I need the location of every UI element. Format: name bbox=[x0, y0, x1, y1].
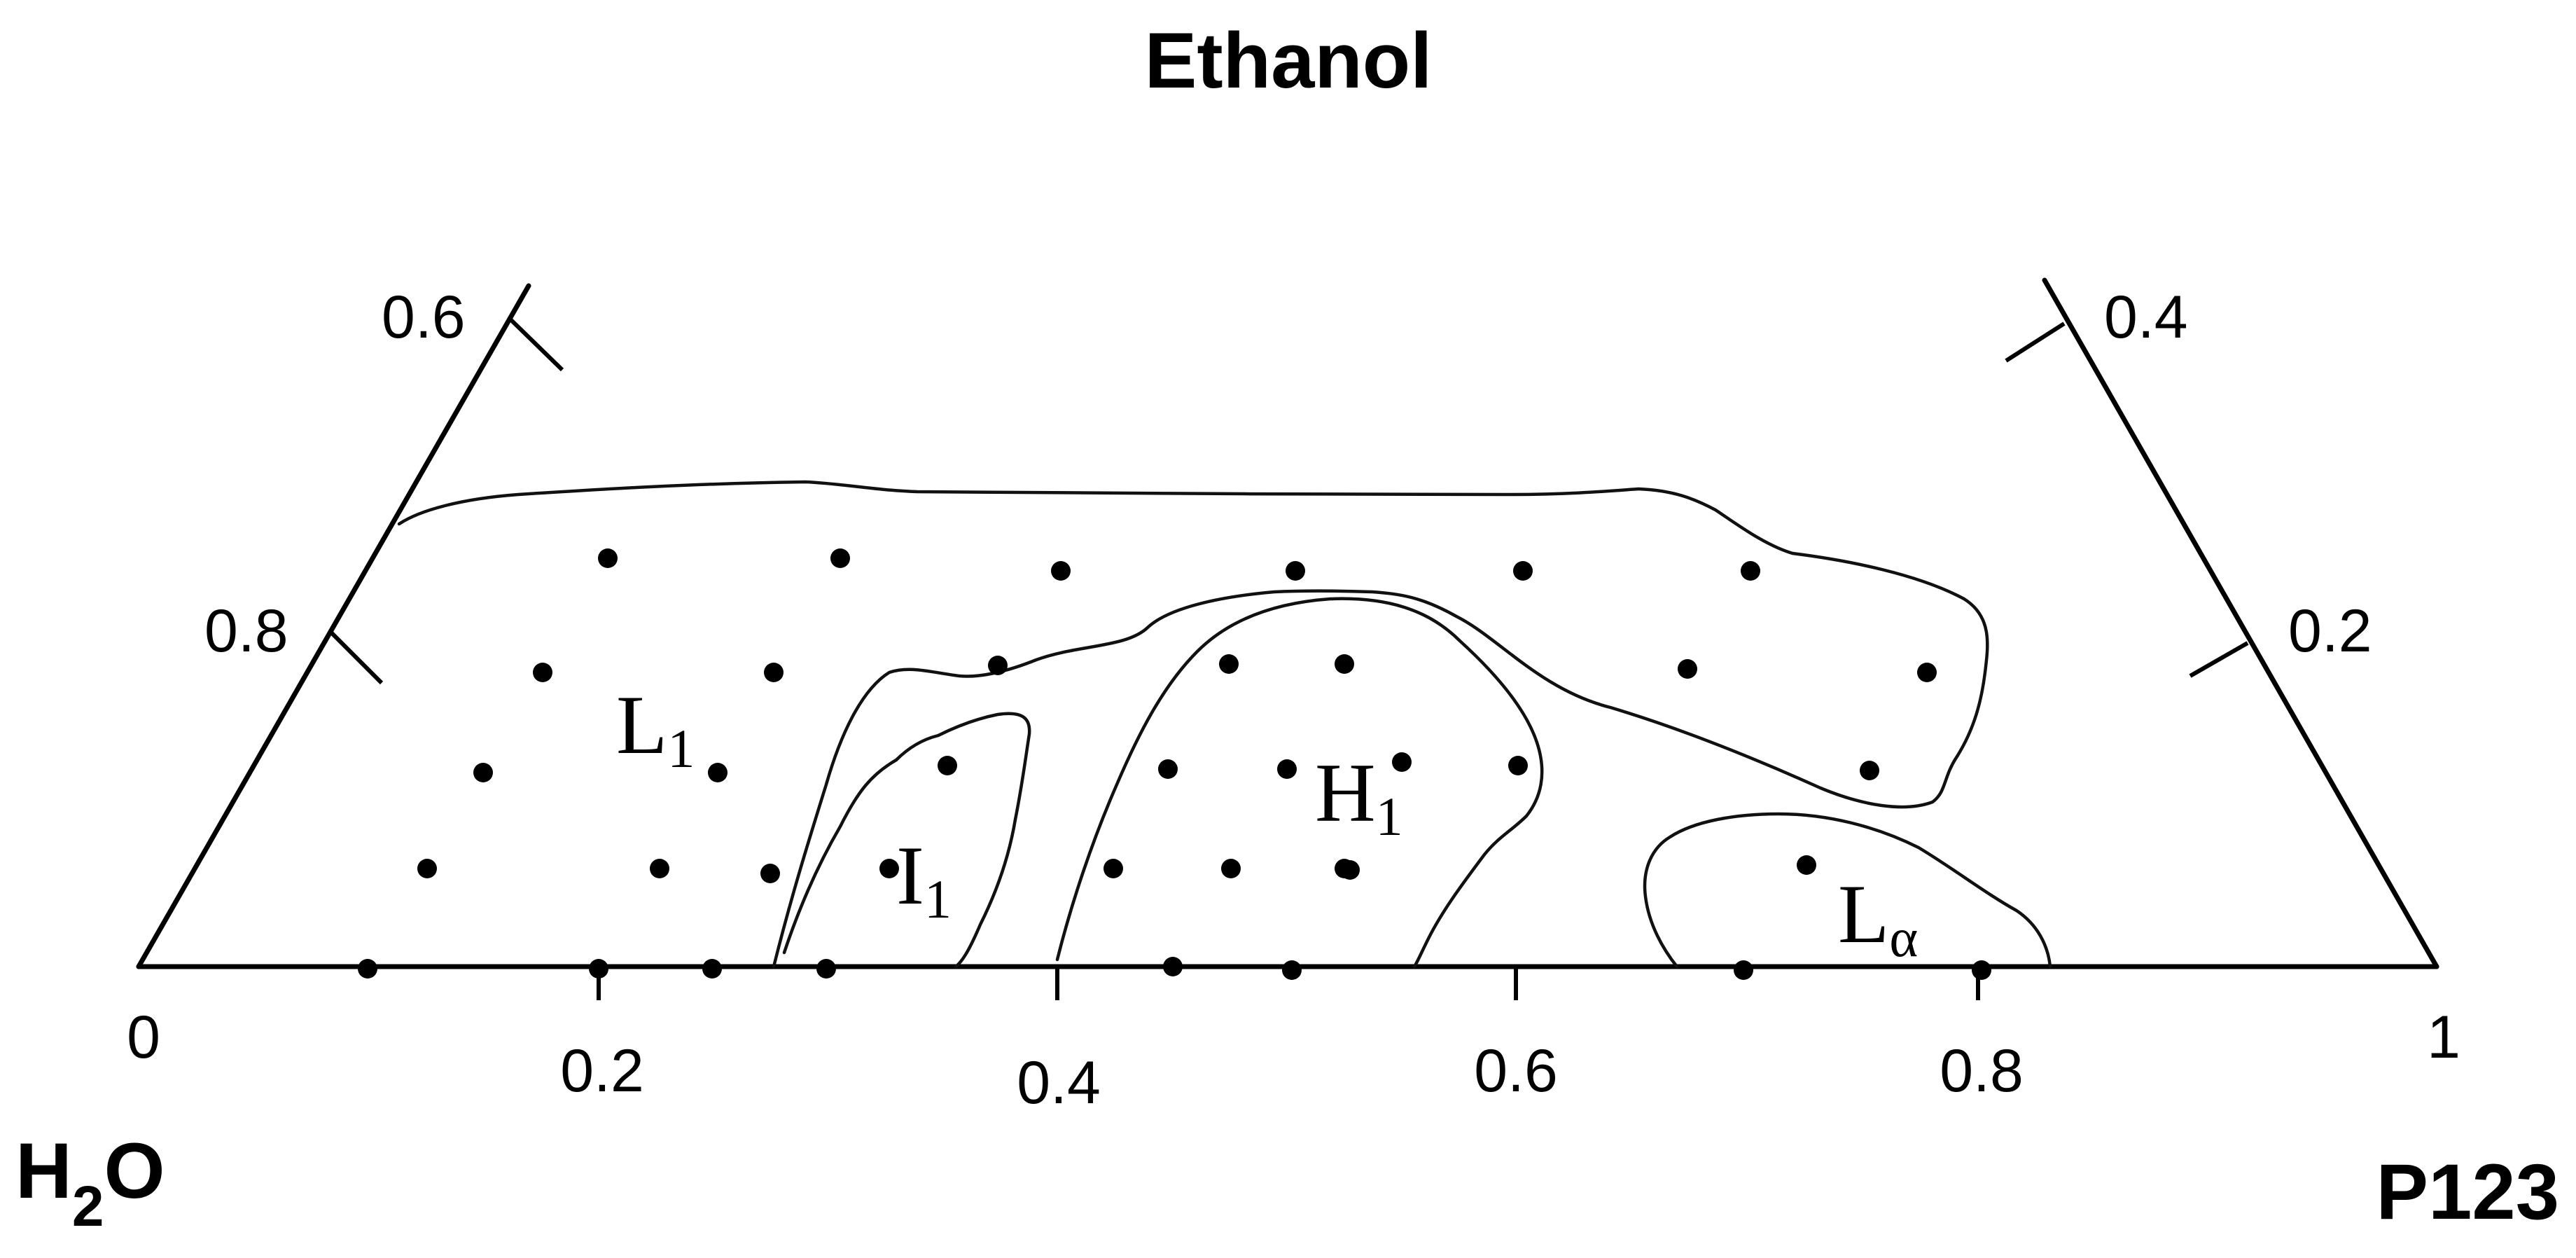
sample-point bbox=[1163, 957, 1183, 976]
sample-point bbox=[764, 663, 784, 682]
boundary-lalpha bbox=[1643, 812, 2052, 969]
sample-point bbox=[816, 959, 836, 979]
phase-label-l1: L1 bbox=[616, 678, 695, 779]
bottom-tick-label-0.2: 0.2 bbox=[560, 1037, 644, 1105]
sample-point bbox=[1741, 561, 1760, 581]
bottom-tick-label-0.8: 0.8 bbox=[1940, 1037, 2024, 1105]
sample-point bbox=[1103, 859, 1123, 878]
left-tick-label-0.8: 0.8 bbox=[204, 597, 288, 665]
sample-point bbox=[702, 959, 722, 979]
sample-point bbox=[1734, 960, 1753, 980]
sample-point bbox=[598, 548, 618, 568]
sample-point bbox=[1860, 761, 1879, 780]
sample-point bbox=[1392, 752, 1412, 772]
sample-point bbox=[1221, 859, 1241, 878]
sample-point bbox=[1972, 960, 1991, 980]
sample-point bbox=[988, 656, 1008, 675]
sample-point bbox=[1508, 756, 1528, 775]
sample-point bbox=[1286, 561, 1305, 581]
phase-label-lalpha: Lα bbox=[1838, 867, 1918, 968]
right-tick-label-0.4: 0.4 bbox=[2104, 284, 2188, 351]
sample-point bbox=[1051, 561, 1071, 581]
sample-points bbox=[358, 548, 1991, 980]
sample-point bbox=[830, 548, 850, 568]
sample-point bbox=[417, 859, 437, 878]
bottom-tick-label-0.4: 0.4 bbox=[1017, 1049, 1101, 1117]
sample-point bbox=[1917, 663, 1937, 682]
sample-point bbox=[1335, 654, 1354, 674]
left-tick-0.8 bbox=[327, 628, 384, 685]
bottom-tick-label-0: 0 bbox=[127, 1004, 160, 1071]
right-tick-0.2 bbox=[2189, 641, 2249, 678]
component-label-h2o: H2O bbox=[15, 1127, 165, 1238]
sample-point bbox=[1513, 561, 1533, 581]
phase-label-h1: H1 bbox=[1315, 746, 1403, 847]
sample-point bbox=[650, 859, 669, 878]
component-label-p123: P123 bbox=[2376, 1148, 2559, 1236]
sample-point bbox=[1678, 659, 1697, 679]
boundary-i1 bbox=[782, 712, 1031, 969]
sample-point bbox=[938, 756, 957, 775]
sample-point bbox=[1219, 654, 1239, 674]
sample-point bbox=[1158, 759, 1178, 779]
phase-label-i1: I1 bbox=[896, 829, 952, 929]
left-axis bbox=[136, 283, 531, 969]
sample-point bbox=[1277, 759, 1297, 779]
sample-point bbox=[1340, 860, 1360, 880]
right-axis bbox=[2042, 277, 2439, 969]
right-tick-0.4 bbox=[2005, 322, 2066, 363]
sample-point bbox=[879, 859, 899, 878]
bottom-tick-label-1: 1 bbox=[2427, 1004, 2460, 1071]
right-tick-label-0.2: 0.2 bbox=[2288, 597, 2372, 665]
left-tick-label-0.6: 0.6 bbox=[382, 284, 466, 351]
sample-point bbox=[473, 763, 493, 782]
sample-point bbox=[1282, 960, 1302, 980]
sample-point bbox=[1797, 855, 1816, 875]
boundary-l1-outer bbox=[397, 480, 1989, 969]
left-tick-0.6 bbox=[508, 317, 564, 372]
sample-point bbox=[760, 864, 780, 883]
sample-point bbox=[533, 663, 552, 682]
component-label-ethanol: Ethanol bbox=[1145, 17, 1433, 104]
bottom-tick-label-0.6: 0.6 bbox=[1474, 1037, 1558, 1105]
sample-point bbox=[708, 763, 727, 782]
sample-point bbox=[589, 959, 608, 979]
boundary-h1 bbox=[1055, 597, 1544, 969]
sample-point bbox=[358, 959, 377, 979]
